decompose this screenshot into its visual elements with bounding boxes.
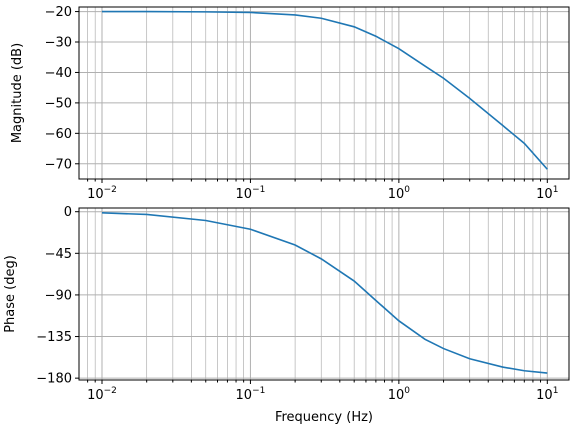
y-tick-label: −45 [45, 247, 72, 262]
magnitude-y-axis-label: Magnitude (dB) [10, 43, 25, 143]
y-tick-label: −70 [45, 157, 72, 172]
magnitude-axes: 10−2 10−1 100 101 −20 −30 −40 −50 −60 −70 Magnitud… [10, 5, 570, 202]
phase-series-line [101, 212, 548, 374]
y-tick-label: −30 [45, 36, 72, 51]
y-tick-label: −180 [36, 372, 72, 387]
x-tick-label: 100 [388, 185, 411, 202]
x-tick-label: 100 [388, 386, 411, 403]
magnitude-series-line [101, 10, 548, 170]
y-tick-label: 0 [64, 205, 72, 220]
x-tick-label: 10−1 [236, 386, 266, 403]
x-tick-label: 101 [536, 386, 558, 403]
phase-y-axis-label: Phase (deg) [3, 255, 18, 333]
y-tick-label: −40 [45, 66, 72, 81]
x-tick-label: 101 [536, 185, 558, 202]
x-tick-label: 10−2 [87, 386, 117, 403]
y-tick-label: −50 [45, 96, 72, 111]
x-tick-label: 10−2 [87, 185, 117, 202]
y-tick-label: −135 [36, 330, 72, 345]
magnitude-axes-frame [78, 6, 570, 180]
phase-axes: 10−2 10−1 100 101 0 −45 −90 −135 −180 Phase (deg)… [3, 205, 570, 425]
x-tick-label: 10−1 [236, 185, 266, 202]
y-tick-label: −90 [45, 288, 72, 303]
phase-x-axis-label: Frequency (Hz) [275, 410, 373, 425]
phase-axes-frame [78, 207, 570, 381]
y-tick-label: −60 [45, 127, 72, 142]
y-tick-label: −20 [45, 5, 72, 20]
